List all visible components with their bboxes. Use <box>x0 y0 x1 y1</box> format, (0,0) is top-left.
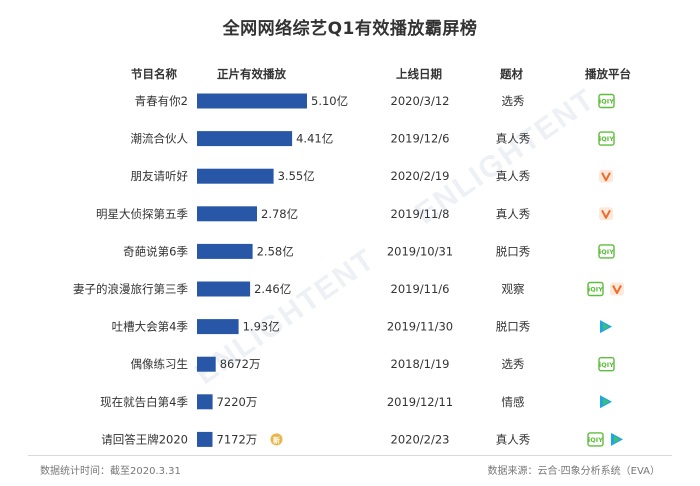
row-name: 奇葩说第6季 <box>123 244 188 258</box>
row-genre: 真人秀 <box>496 169 531 183</box>
row-name: 妻子的浪漫旅行第三季 <box>73 282 188 296</box>
row-genre: 选秀 <box>502 357 525 371</box>
row-name: 偶像练习生 <box>131 357 189 371</box>
row-name: 请回答王牌2020 <box>101 432 188 446</box>
tencent-video-icon <box>600 395 612 409</box>
header-plays: 正片有效播放 <box>217 67 286 81</box>
row-name: 吐槽大会第4季 <box>112 320 189 334</box>
svg-text:iQIY: iQIY <box>599 361 614 369</box>
svg-text:iQIY: iQIY <box>599 98 614 106</box>
row-genre: 真人秀 <box>496 207 531 221</box>
bar-value-label: 8672万 <box>220 357 261 371</box>
bar-value-label: 4.41亿 <box>296 132 333 146</box>
bar-value-label: 1.93亿 <box>243 320 280 334</box>
bar <box>197 131 293 147</box>
youku-icon <box>599 169 613 183</box>
header-platform: 播放平台 <box>585 67 631 81</box>
bar <box>197 93 307 109</box>
iqiyi-icon: iQIY <box>587 432 604 447</box>
row-name: 潮流合伙人 <box>131 132 189 146</box>
chart-title: 全网网络综艺Q1有效播放霸屏榜 <box>222 19 478 39</box>
svg-text:iQIY: iQIY <box>599 135 614 143</box>
bar <box>197 394 213 410</box>
footer-date-note: 数据统计时间：截至2020.3.31 <box>40 466 181 477</box>
bar <box>197 431 213 447</box>
row-date: 2020/2/19 <box>391 169 450 183</box>
header-date: 上线日期 <box>396 67 442 81</box>
row-date: 2019/10/31 <box>387 244 453 258</box>
tencent-video-icon <box>600 320 612 334</box>
row-genre: 观察 <box>502 282 525 296</box>
row-name: 明星大侦探第五季 <box>96 207 188 221</box>
tencent-video-icon <box>611 432 623 446</box>
row-date: 2020/2/23 <box>391 432 450 446</box>
bar-value-label: 2.78亿 <box>261 207 298 221</box>
footer-divider <box>28 455 672 456</box>
bar <box>197 281 251 297</box>
row-date: 2020/3/12 <box>391 94 450 108</box>
row-name: 朋友请听好 <box>131 169 189 183</box>
bar-value-label: 3.55亿 <box>278 169 315 183</box>
row-genre: 真人秀 <box>496 132 531 146</box>
iqiyi-icon: iQIY <box>598 357 615 372</box>
row-date: 2019/11/30 <box>387 320 453 334</box>
new-badge-label: 新 <box>273 435 280 444</box>
header-genre: 题材 <box>500 67 523 81</box>
row-date: 2019/12/11 <box>387 395 453 409</box>
iqiyi-icon: iQIY <box>598 244 615 259</box>
row-date: 2019/11/8 <box>391 207 450 221</box>
bar-value-label: 2.58亿 <box>257 244 294 258</box>
bar-value-label: 7172万 <box>217 432 258 446</box>
bar <box>197 243 253 259</box>
row-name: 青春有你2 <box>135 94 188 108</box>
row-genre: 脱口秀 <box>496 320 531 334</box>
bar <box>197 206 257 222</box>
bar <box>197 168 274 184</box>
row-date: 2019/12/6 <box>391 132 450 146</box>
row-date: 2018/1/19 <box>391 357 450 371</box>
header-name: 节目名称 <box>131 67 177 81</box>
bar <box>197 319 239 335</box>
row-genre: 选秀 <box>502 94 525 108</box>
svg-text:iQIY: iQIY <box>588 286 603 294</box>
bar-value-label: 7220万 <box>217 395 258 409</box>
row-genre: 脱口秀 <box>496 244 531 258</box>
iqiyi-icon: iQIY <box>598 93 615 109</box>
svg-text:iQIY: iQIY <box>599 248 614 256</box>
new-badge-icon <box>270 433 283 446</box>
bar <box>197 356 216 372</box>
row-genre: 真人秀 <box>496 432 531 446</box>
row-name: 现在就告白第4季 <box>100 395 188 409</box>
footer-source: 数据来源：云合·四象分析系统（EVA） <box>487 466 660 477</box>
iqiyi-icon: iQIY <box>587 281 604 297</box>
youku-icon <box>610 282 624 296</box>
iqiyi-icon: iQIY <box>598 131 615 146</box>
bar-value-label: 2.46亿 <box>254 282 291 296</box>
svg-text:iQIY: iQIY <box>588 436 603 444</box>
row-genre: 情感 <box>502 395 525 409</box>
youku-icon <box>599 207 613 221</box>
bar-value-label: 5.10亿 <box>311 94 348 108</box>
row-date: 2019/11/6 <box>391 282 450 296</box>
